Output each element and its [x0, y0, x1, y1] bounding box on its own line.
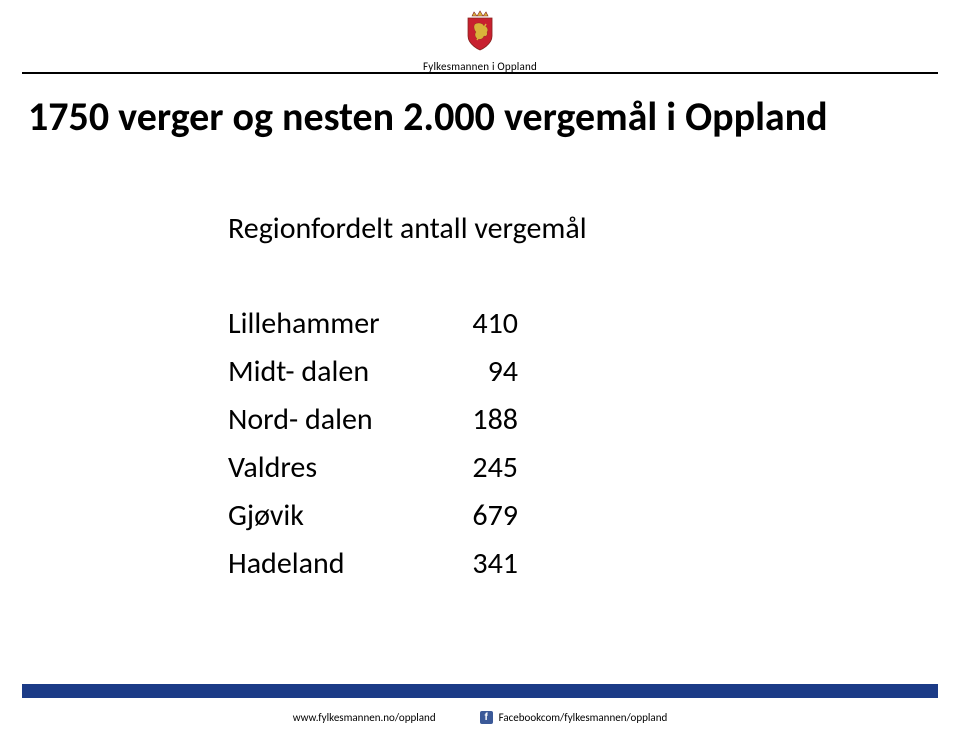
footer-social: f Facebookcom/fylkesmannen/oppland: [480, 711, 668, 724]
facebook-icon: f: [480, 711, 493, 724]
value-cell: 188: [448, 396, 518, 444]
footer: www.fylkesmannen.no/oppland f Facebookco…: [22, 711, 938, 724]
table-row: Nord- dalen 188: [228, 396, 518, 444]
page-title: 1750 verger og nesten 2.000 vergemål i O…: [28, 92, 828, 141]
region-cell: Midt- dalen: [228, 348, 448, 396]
subtitle: Regionfordelt antall vergemål: [228, 210, 587, 247]
region-table: Lillehammer 410 Midt- dalen 94 Nord- dal…: [228, 300, 518, 588]
crest-icon: [462, 10, 498, 52]
table-row: Midt- dalen 94: [228, 348, 518, 396]
region-cell: Nord- dalen: [228, 396, 448, 444]
header-logo: Fylkesmannen i Oppland: [423, 10, 537, 73]
footer-url: www.fylkesmannen.no/oppland: [293, 711, 436, 724]
region-cell: Hadeland: [228, 540, 448, 588]
region-cell: Lillehammer: [228, 300, 448, 348]
value-cell: 410: [448, 300, 518, 348]
region-cell: Gjøvik: [228, 492, 448, 540]
value-cell: 679: [448, 492, 518, 540]
table-row: Hadeland 341: [228, 540, 518, 588]
value-cell: 341: [448, 540, 518, 588]
value-cell: 245: [448, 444, 518, 492]
header-rule: [22, 72, 938, 74]
footer-social-text: Facebookcom/fylkesmannen/oppland: [499, 711, 668, 724]
value-cell: 94: [448, 348, 518, 396]
table-row: Gjøvik 679: [228, 492, 518, 540]
table-row: Valdres 245: [228, 444, 518, 492]
slide: Fylkesmannen i Oppland 1750 verger og ne…: [0, 0, 960, 738]
table-row: Lillehammer 410: [228, 300, 518, 348]
region-cell: Valdres: [228, 444, 448, 492]
footer-bar: [22, 684, 938, 698]
